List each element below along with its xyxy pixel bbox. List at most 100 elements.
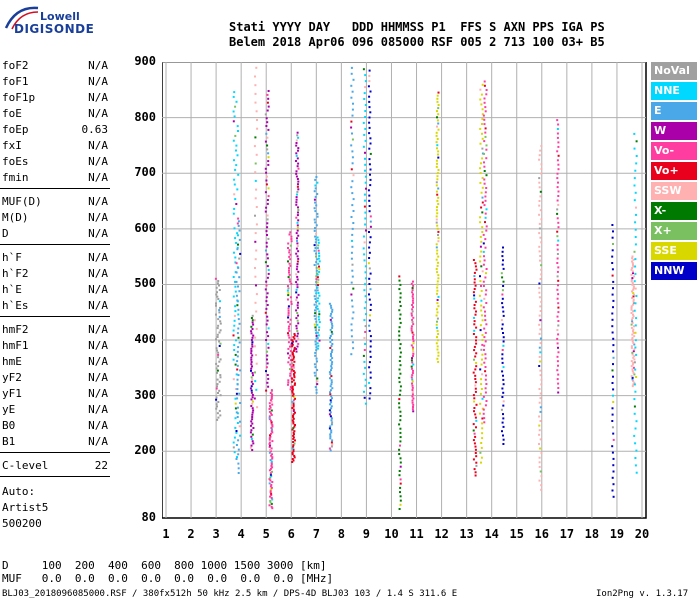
param-value: N/A (88, 403, 108, 416)
param-divider (0, 476, 110, 477)
param-row: yE N/A (2, 402, 108, 418)
x-tick-label: 9 (362, 527, 371, 541)
param-value: N/A (88, 387, 108, 400)
y-tick-label: 700 (134, 165, 156, 180)
x-tick-label: 12 (434, 527, 449, 541)
param-name: M(D) (2, 211, 29, 224)
param-value: N/A (88, 323, 108, 336)
x-tick-label: 18 (584, 527, 600, 541)
param-value: N/A (88, 267, 108, 280)
x-tick-label: 4 (237, 527, 245, 541)
param-name: B1 (2, 435, 16, 448)
param-row: foF2 N/A (2, 58, 108, 74)
y-tick-label: 600 (134, 220, 156, 235)
param-name: hmF2 (2, 323, 29, 336)
legend-item-x: X- (651, 202, 697, 220)
x-tick-label: 13 (459, 527, 474, 541)
param-name: h`F2 (2, 267, 29, 280)
param-value: 22 (94, 459, 108, 472)
echo-traces (214, 66, 638, 510)
x-tick-label: 16 (534, 527, 549, 541)
param-row: foEp 0.63 (2, 122, 108, 138)
param-value: N/A (88, 419, 108, 432)
param-value: N/A (88, 155, 108, 168)
param-row: fxI N/A (2, 138, 108, 154)
param-name: foF1 (2, 75, 29, 88)
param-value: N/A (88, 59, 108, 72)
param-row: hmE N/A (2, 354, 108, 370)
legend-item-x: X+ (651, 222, 697, 240)
x-tick-label: 11 (409, 527, 424, 541)
param-name: MUF(D) (2, 195, 42, 208)
x-tick-label: 5 (262, 527, 270, 541)
param-value: N/A (88, 211, 108, 224)
param-name: hmF1 (2, 339, 29, 352)
footer-muf-row: MUF 0.0 0.0 0.0 0.0 0.0 0.0 0.0 0.0 [MHz… (2, 572, 334, 585)
param-row: h`Es N/A (2, 298, 108, 314)
legend-item-vo: Vo+ (651, 162, 697, 180)
legend-item-noval: NoVal (651, 62, 697, 80)
y-tick-label: 80 (141, 510, 156, 524)
param-row: foF1 N/A (2, 74, 108, 90)
param-name: foF1p (2, 91, 36, 104)
param-row: MUF(D) N/A (2, 194, 108, 210)
param-divider (0, 316, 110, 317)
param-name: yE (2, 403, 16, 416)
auto-scaling-line: 500200 (2, 517, 42, 530)
footer-distance-row: D 100 200 400 600 800 1000 1500 3000 [km… (2, 559, 327, 572)
param-value: N/A (88, 75, 108, 88)
param-row: foEs N/A (2, 154, 108, 170)
y-tick-label: 900 (134, 54, 156, 68)
param-row: h`E N/A (2, 282, 108, 298)
x-tick-label: 2 (187, 527, 195, 541)
param-row: hmF1 N/A (2, 338, 108, 354)
param-value: N/A (88, 371, 108, 384)
param-divider (0, 244, 110, 245)
x-tick-label: 1 (162, 527, 170, 541)
param-divider (0, 188, 110, 189)
param-value: N/A (88, 299, 108, 312)
param-name: D (2, 227, 9, 240)
digisonde-logo-swoosh-icon (4, 6, 39, 30)
x-tick-label: 6 (287, 527, 295, 541)
auto-scaling-line: Auto: (2, 485, 36, 498)
param-name: C-level (2, 459, 49, 472)
legend-item-vo: Vo- (651, 142, 697, 160)
param-row: h`F2 N/A (2, 266, 108, 282)
y-tick-label: 500 (134, 276, 156, 291)
param-value: N/A (88, 139, 108, 152)
param-divider (0, 452, 110, 453)
legend-item-ssw: SSW (651, 182, 697, 200)
param-value: N/A (88, 107, 108, 120)
x-tick-label: 17 (559, 527, 575, 541)
param-name: foEs (2, 155, 29, 168)
x-tick-label: 10 (384, 527, 399, 541)
param-value: 0.63 (81, 123, 109, 136)
param-name: yF2 (2, 371, 22, 384)
param-row: h`F N/A (2, 250, 108, 266)
param-value: N/A (88, 195, 108, 208)
param-row: hmF2 N/A (2, 322, 108, 338)
footer-file-info: BLJ03_2018096085000.RSF / 380fx512h 50 k… (2, 589, 458, 599)
logo-digisonde-text: DIGISONDE (14, 22, 95, 36)
param-name: h`F (2, 251, 22, 264)
ionogram-plot (162, 62, 647, 519)
x-tick-label: 15 (509, 527, 524, 541)
param-value: N/A (88, 251, 108, 264)
legend-item-sse: SSE (651, 242, 697, 260)
param-name: h`Es (2, 299, 29, 312)
param-value: N/A (88, 339, 108, 352)
param-name: B0 (2, 419, 16, 432)
param-name: foE (2, 107, 22, 120)
x-tick-label: 19 (609, 527, 625, 541)
header-values: Belem 2018 Apr06 096 085000 RSF 005 2 71… (229, 35, 605, 49)
x-tick-label: 3 (212, 527, 220, 541)
legend-item-e: E (651, 102, 697, 120)
param-row: foE N/A (2, 106, 108, 122)
x-tick-label: 14 (484, 527, 499, 541)
param-name: fxI (2, 139, 22, 152)
footer-version: Ion2Png v. 1.3.17 (596, 589, 689, 599)
legend-item-nnw: NNW (651, 262, 697, 280)
param-row: M(D) N/A (2, 210, 108, 226)
param-value: N/A (88, 91, 108, 104)
